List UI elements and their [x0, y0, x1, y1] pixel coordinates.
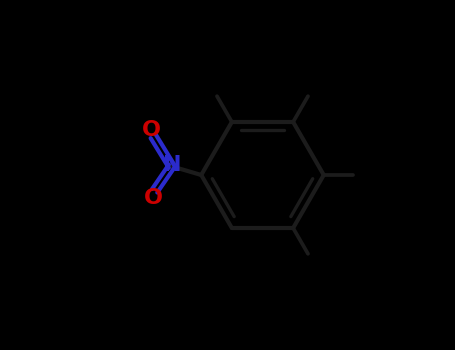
Text: O: O: [142, 119, 161, 140]
Text: O: O: [143, 188, 162, 209]
Text: N: N: [163, 155, 182, 175]
